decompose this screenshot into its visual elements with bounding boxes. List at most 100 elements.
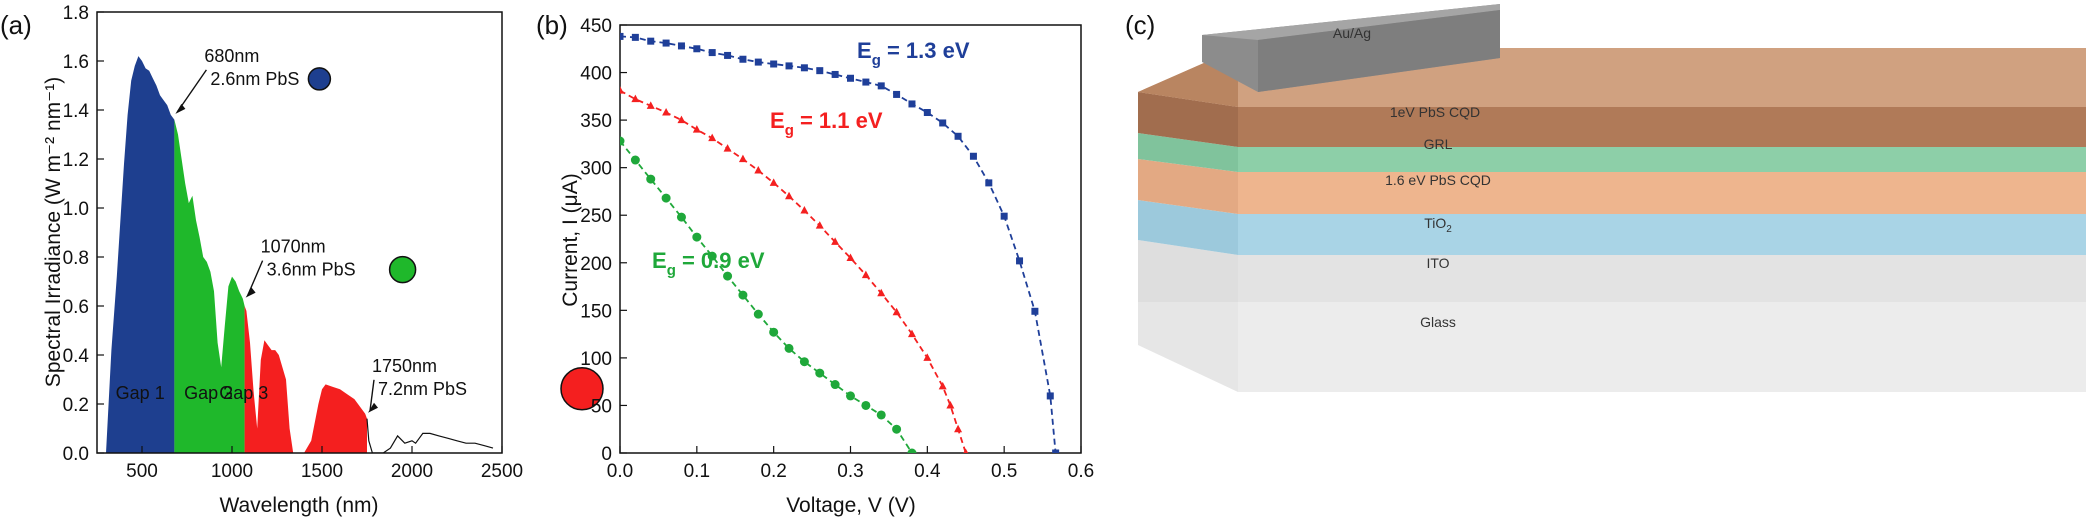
quantum-dot-marker [307, 67, 332, 91]
iv-point-circle [723, 271, 733, 281]
iv-point-square [708, 49, 716, 57]
iv-point-triangle [954, 424, 963, 433]
iv-x-tick-label: 0.5 [991, 461, 1017, 482]
iv-y-tick-label: 450 [580, 16, 612, 37]
annotation-arrow-line [246, 260, 264, 296]
iv-point-square [800, 64, 808, 72]
iv-point-triangle [946, 400, 955, 409]
layer-glass [1238, 302, 2086, 392]
annotation-arrow-head [175, 103, 186, 114]
iv-point-circle [661, 193, 671, 203]
iv-point-circle [676, 212, 686, 222]
panel-b-label: (b) [536, 10, 568, 40]
quantum-dot-marker [560, 367, 604, 411]
iv-point-square [893, 90, 901, 98]
gap-label-1: Gap 1 [116, 383, 165, 403]
spectrum-x-tick-label: 1500 [301, 461, 343, 482]
panel-c-label: (c) [1125, 10, 1155, 40]
iv-point-circle [815, 368, 825, 378]
iv-point-circle [620, 136, 625, 146]
iv-point-circle [738, 290, 748, 300]
iv-chart: 0.0 0.1 0.2 0.3 0.4 0.5 0.6 0 50 100 150 200 250 300 3… [559, 16, 1094, 517]
spectrum-y-tick-label: 1.8 [63, 3, 89, 24]
iv-point-triangle [620, 86, 624, 94]
annotation-wavelength: 1070nm [261, 237, 326, 257]
layer-label-grl: GRL [1424, 136, 1453, 152]
layer-ito-side [1138, 240, 1238, 302]
spectrum-y-tick-label: 1.6 [63, 52, 89, 73]
iv-point-triangle [800, 205, 809, 214]
iv-point-square [1031, 307, 1039, 315]
annotation-dot-size: 3.6nm PbS [267, 260, 356, 280]
iv-y-tick-label: 200 [580, 254, 612, 275]
iv-series-label-1: Eg = 1.3 eV [857, 38, 970, 69]
layer-pbs16-side [1138, 159, 1238, 214]
iv-point-triangle [907, 329, 916, 338]
layer-label-glass: Glass [1420, 314, 1456, 330]
iv-point-circle [769, 327, 779, 337]
layer-grl-side [1138, 133, 1238, 172]
iv-y-tick-label: 300 [580, 159, 612, 180]
iv-point-square [985, 179, 993, 187]
layer-grl [1238, 147, 2086, 172]
iv-y-tick-label: 150 [580, 301, 612, 322]
spectrum-tail-line [366, 418, 494, 453]
iv-point-square [724, 51, 732, 59]
iv-point-triangle [963, 448, 969, 453]
iv-point-circle [692, 232, 702, 242]
iv-y-tick-label: 100 [580, 349, 612, 370]
iv-x-axis-label: Voltage, V (V) [786, 494, 916, 517]
spectrum-y-tick-label: 0.2 [63, 395, 89, 416]
iv-point-circle [861, 400, 871, 410]
spectrum-x-tick-label: 2500 [481, 461, 523, 482]
iv-point-triangle [677, 115, 686, 124]
layer-pbs1 [1238, 107, 2086, 147]
iv-y-axis-label: Current, I (μA) [559, 173, 582, 306]
iv-point-circle [907, 448, 917, 453]
layer-pbs1-side [1138, 92, 1238, 147]
layer-tio2-side [1138, 200, 1238, 255]
iv-point-triangle [754, 166, 763, 174]
iv-point-circle [646, 174, 656, 184]
iv-x-tick-label: 0.1 [684, 461, 710, 482]
gap-label-2: Gap 2 [184, 383, 233, 403]
iv-point-circle [630, 155, 640, 165]
iv-point-triangle [861, 270, 870, 279]
iv-point-triangle [877, 288, 886, 297]
quantum-dot-marker [388, 255, 417, 284]
iv-point-triangle [769, 178, 778, 186]
spectrum-y-tick-label: 0.6 [63, 297, 89, 318]
layer-label-au-ag: Au/Ag [1333, 25, 1371, 41]
iv-y-tick-label: 250 [580, 206, 612, 227]
iv-point-circle [830, 380, 840, 390]
iv-point-square [847, 74, 854, 82]
iv-point-circle [753, 309, 763, 319]
gap-label-3: Gap 3 [219, 383, 268, 403]
iv-point-triangle [662, 108, 671, 116]
iv-point-square [677, 42, 685, 50]
iv-point-square [1016, 257, 1024, 265]
iv-point-triangle [738, 154, 747, 163]
iv-point-square [1052, 449, 1060, 453]
layer-label-ito: ITO [1426, 255, 1449, 271]
iv-point-circle [846, 391, 855, 401]
iv-x-tick-label: 0.4 [914, 461, 941, 482]
iv-point-triangle [785, 191, 794, 200]
spectrum-y-tick-label: 1.0 [63, 199, 89, 220]
iv-series-label-3: Eg = 0.9 eV [652, 248, 765, 279]
spectrum-fill-gap-1 [106, 56, 175, 453]
spectrum-y-tick-label: 1.2 [63, 150, 89, 171]
spectrum-x-tick-label: 1000 [211, 461, 253, 482]
iv-point-square [831, 70, 839, 78]
iv-point-square [877, 82, 885, 90]
annotation-wavelength: 680nm [204, 46, 259, 66]
iv-series-label-2: Eg = 1.1 eV [770, 108, 883, 139]
layer-pbs16 [1238, 172, 2086, 214]
annotation-arrow-head [245, 287, 256, 298]
iv-point-square [620, 32, 624, 40]
iv-point-square [631, 33, 639, 41]
iv-point-triangle [631, 94, 640, 103]
iv-x-tick-label: 0.3 [837, 461, 863, 482]
layer-label-tio2: TiO2 [1424, 215, 1452, 235]
spectrum-y-tick-label: 0.4 [63, 346, 90, 367]
